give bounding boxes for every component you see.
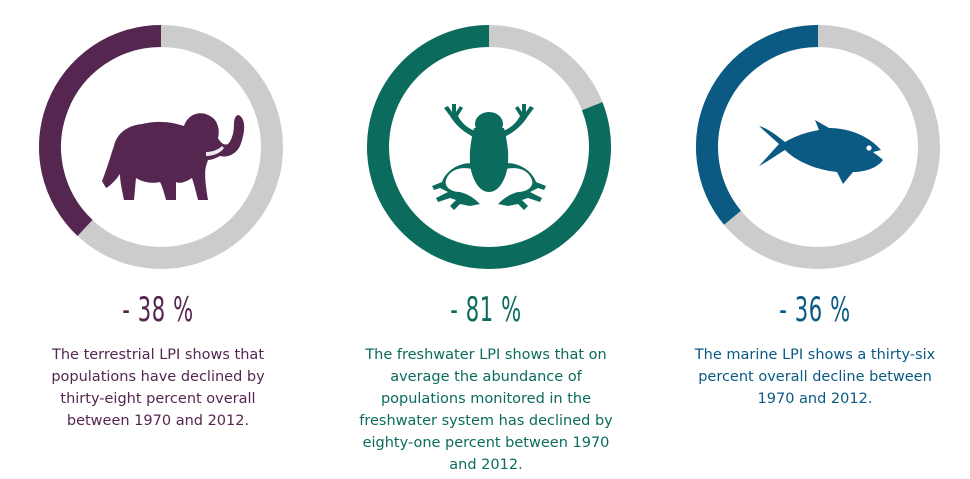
- terrestrial-donut: [39, 25, 283, 269]
- marine-panel: - 36 % The marine LPI shows a thirty-six…: [665, 0, 965, 479]
- freshwater-donut: [367, 25, 611, 269]
- terrestrial-decline-arc: [39, 25, 162, 236]
- fish-icon: [759, 120, 883, 184]
- terrestrial-stat-value: - 38 %: [122, 290, 194, 330]
- marine-stat-value: - 36 %: [779, 290, 851, 330]
- marine-description: The marine LPI shows a thirty-six percen…: [694, 347, 936, 407]
- freshwater-description: The freshwater LPI shows that on average…: [359, 347, 613, 473]
- marine-decline-arc: [696, 25, 819, 225]
- terrestrial-panel: - 38 % The terrestrial LPI shows that po…: [8, 0, 308, 479]
- freshwater-decline-arc: [367, 25, 611, 269]
- marine-donut: [696, 25, 940, 269]
- elephant-icon: [102, 113, 245, 200]
- frog-icon: [432, 104, 546, 210]
- terrestrial-description: The terrestrial LPI shows that populatio…: [51, 347, 265, 429]
- freshwater-stat-value: - 81 %: [450, 290, 522, 330]
- freshwater-panel: - 81 % The freshwater LPI shows that on …: [336, 0, 636, 479]
